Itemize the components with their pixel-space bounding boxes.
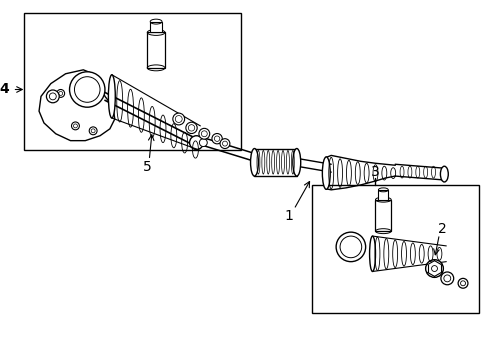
Bar — [312, 185, 479, 313]
Ellipse shape — [212, 134, 222, 144]
Bar — [378, 190, 388, 200]
Ellipse shape — [74, 87, 92, 105]
Ellipse shape — [190, 136, 203, 149]
Bar — [150, 22, 162, 32]
Ellipse shape — [322, 157, 330, 189]
Polygon shape — [39, 70, 115, 141]
Ellipse shape — [441, 166, 448, 182]
Text: 4: 4 — [0, 82, 9, 96]
Ellipse shape — [220, 139, 230, 149]
Ellipse shape — [340, 236, 362, 258]
Ellipse shape — [74, 77, 100, 102]
Text: 2: 2 — [438, 222, 447, 236]
Ellipse shape — [199, 139, 207, 147]
Ellipse shape — [199, 129, 210, 139]
Ellipse shape — [70, 72, 105, 107]
Ellipse shape — [336, 232, 366, 262]
Bar — [147, 32, 165, 68]
Text: 5: 5 — [143, 160, 151, 174]
Text: 1: 1 — [285, 210, 294, 224]
Ellipse shape — [108, 75, 115, 118]
Ellipse shape — [250, 149, 258, 176]
Bar — [24, 13, 241, 150]
Text: 3: 3 — [371, 165, 380, 179]
Ellipse shape — [186, 122, 197, 134]
Ellipse shape — [173, 113, 185, 125]
Bar — [375, 200, 391, 231]
Ellipse shape — [293, 149, 301, 176]
Ellipse shape — [426, 260, 443, 278]
Ellipse shape — [369, 236, 375, 271]
Ellipse shape — [47, 90, 59, 103]
Ellipse shape — [458, 278, 468, 288]
Ellipse shape — [441, 272, 454, 285]
